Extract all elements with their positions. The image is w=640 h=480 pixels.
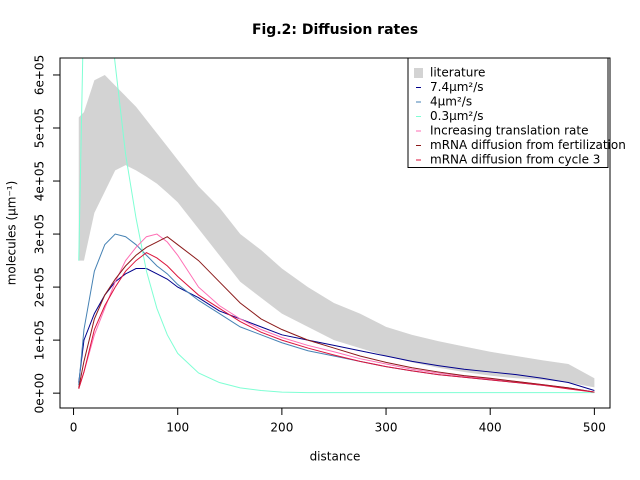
y-tick-label: 1e+05: [33, 320, 47, 360]
y-tick-label: 2e+05: [33, 267, 47, 307]
series-line: [78, 233, 595, 393]
x-tick-label: 500: [583, 421, 606, 435]
chart-title: Fig.2: Diffusion rates: [252, 22, 418, 38]
series-line: [78, 268, 595, 391]
series-line: [78, 252, 595, 393]
legend-label: 7.4µm²/s: [430, 80, 484, 94]
plot-area: [78, 58, 595, 394]
legend-swatch: [414, 68, 423, 78]
x-axis-label: distance: [310, 450, 361, 464]
legend-label: mRNA diffusion from cycle 3: [430, 153, 600, 167]
band-area: [78, 74, 595, 388]
x-tick-label: 400: [479, 421, 502, 435]
legend-box: [407, 57, 609, 168]
y-tick-label: 0e+00: [33, 373, 47, 413]
y-tick-label: 3e+05: [33, 214, 47, 254]
y-tick-label: 6e+05: [33, 55, 47, 95]
series-line: [78, 236, 595, 393]
y-tick-label: 5e+05: [33, 108, 47, 148]
y-tick-label: 4e+05: [33, 161, 47, 201]
legend-label: 0.3µm²/s: [430, 109, 484, 123]
x-tick-label: 300: [375, 421, 398, 435]
x-tick-label: 100: [166, 421, 189, 435]
legend-label: literature: [430, 66, 485, 80]
y-axis-label: molecules (µm⁻¹): [5, 181, 19, 286]
x-tick-label: 200: [270, 421, 293, 435]
legend-label: 4µm²/s: [430, 95, 472, 109]
series-line: [78, 58, 595, 394]
legend-label: Increasing translation rate: [430, 124, 588, 138]
x-tick-label: 0: [70, 421, 78, 435]
legend-label: mRNA diffusion from fertilization: [430, 138, 626, 152]
plot-frame: [59, 57, 611, 409]
